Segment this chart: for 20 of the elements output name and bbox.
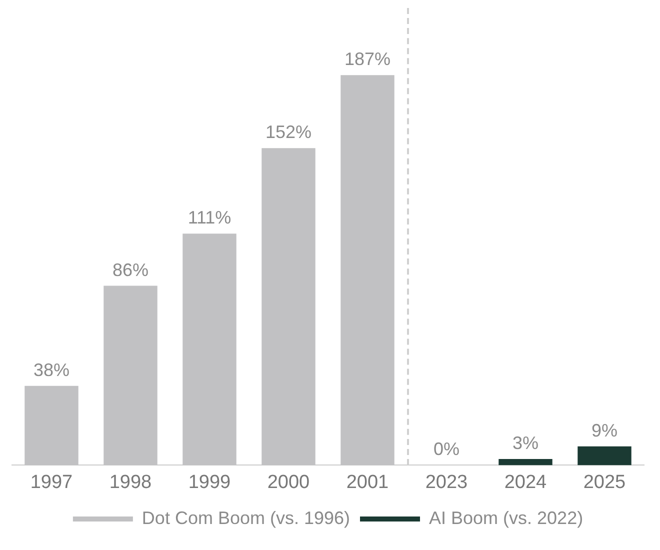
- x-tick-label: 1997: [30, 472, 73, 493]
- data-label: 111%: [188, 208, 232, 228]
- x-tick-label: 2001: [346, 472, 389, 493]
- x-tick-label: 1999: [188, 472, 231, 493]
- data-label: 152%: [265, 122, 312, 142]
- bar: [498, 458, 552, 466]
- bar: [578, 446, 632, 466]
- data-label: 187%: [344, 49, 391, 70]
- x-tick-label: 2025: [583, 472, 626, 493]
- data-label: 9%: [591, 420, 618, 440]
- data-label: 0%: [433, 439, 460, 460]
- x-tick-label: 2023: [425, 472, 468, 493]
- x-tick-label: 2024: [504, 472, 548, 493]
- x-tick-label: 2000: [267, 472, 310, 493]
- data-label: 3%: [512, 432, 539, 453]
- data-label: 38%: [33, 360, 70, 380]
- data-label: 86%: [112, 260, 149, 280]
- x-tick-label: 1998: [109, 472, 152, 493]
- legend-label: Dot Com Boom (vs. 1996): [142, 508, 350, 528]
- legend-label: AI Boom (vs. 2022): [429, 508, 584, 528]
